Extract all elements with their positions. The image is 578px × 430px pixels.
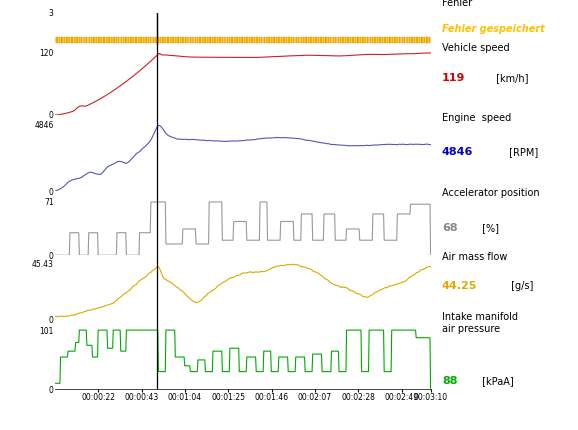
- Text: Air mass flow: Air mass flow: [442, 252, 507, 262]
- Text: [RPM]: [RPM]: [506, 147, 538, 157]
- Text: [km/h]: [km/h]: [492, 74, 528, 83]
- Text: 119: 119: [442, 74, 465, 83]
- Text: 88: 88: [442, 376, 457, 386]
- Text: Engine  speed: Engine speed: [442, 114, 511, 123]
- Text: [%]: [%]: [480, 224, 499, 233]
- Text: Accelerator position: Accelerator position: [442, 188, 539, 198]
- Text: Vehicle speed: Vehicle speed: [442, 43, 509, 53]
- Text: [g/s]: [g/s]: [507, 281, 533, 291]
- Text: 44.25: 44.25: [442, 281, 477, 291]
- Text: [kPaA]: [kPaA]: [480, 376, 514, 386]
- Text: 68: 68: [442, 224, 458, 233]
- Text: 4846: 4846: [442, 147, 473, 157]
- Text: Fehler: Fehler: [442, 0, 472, 8]
- Text: Intake manifold
air pressure: Intake manifold air pressure: [442, 312, 518, 335]
- Text: Fehler gespeichert: Fehler gespeichert: [442, 24, 544, 34]
